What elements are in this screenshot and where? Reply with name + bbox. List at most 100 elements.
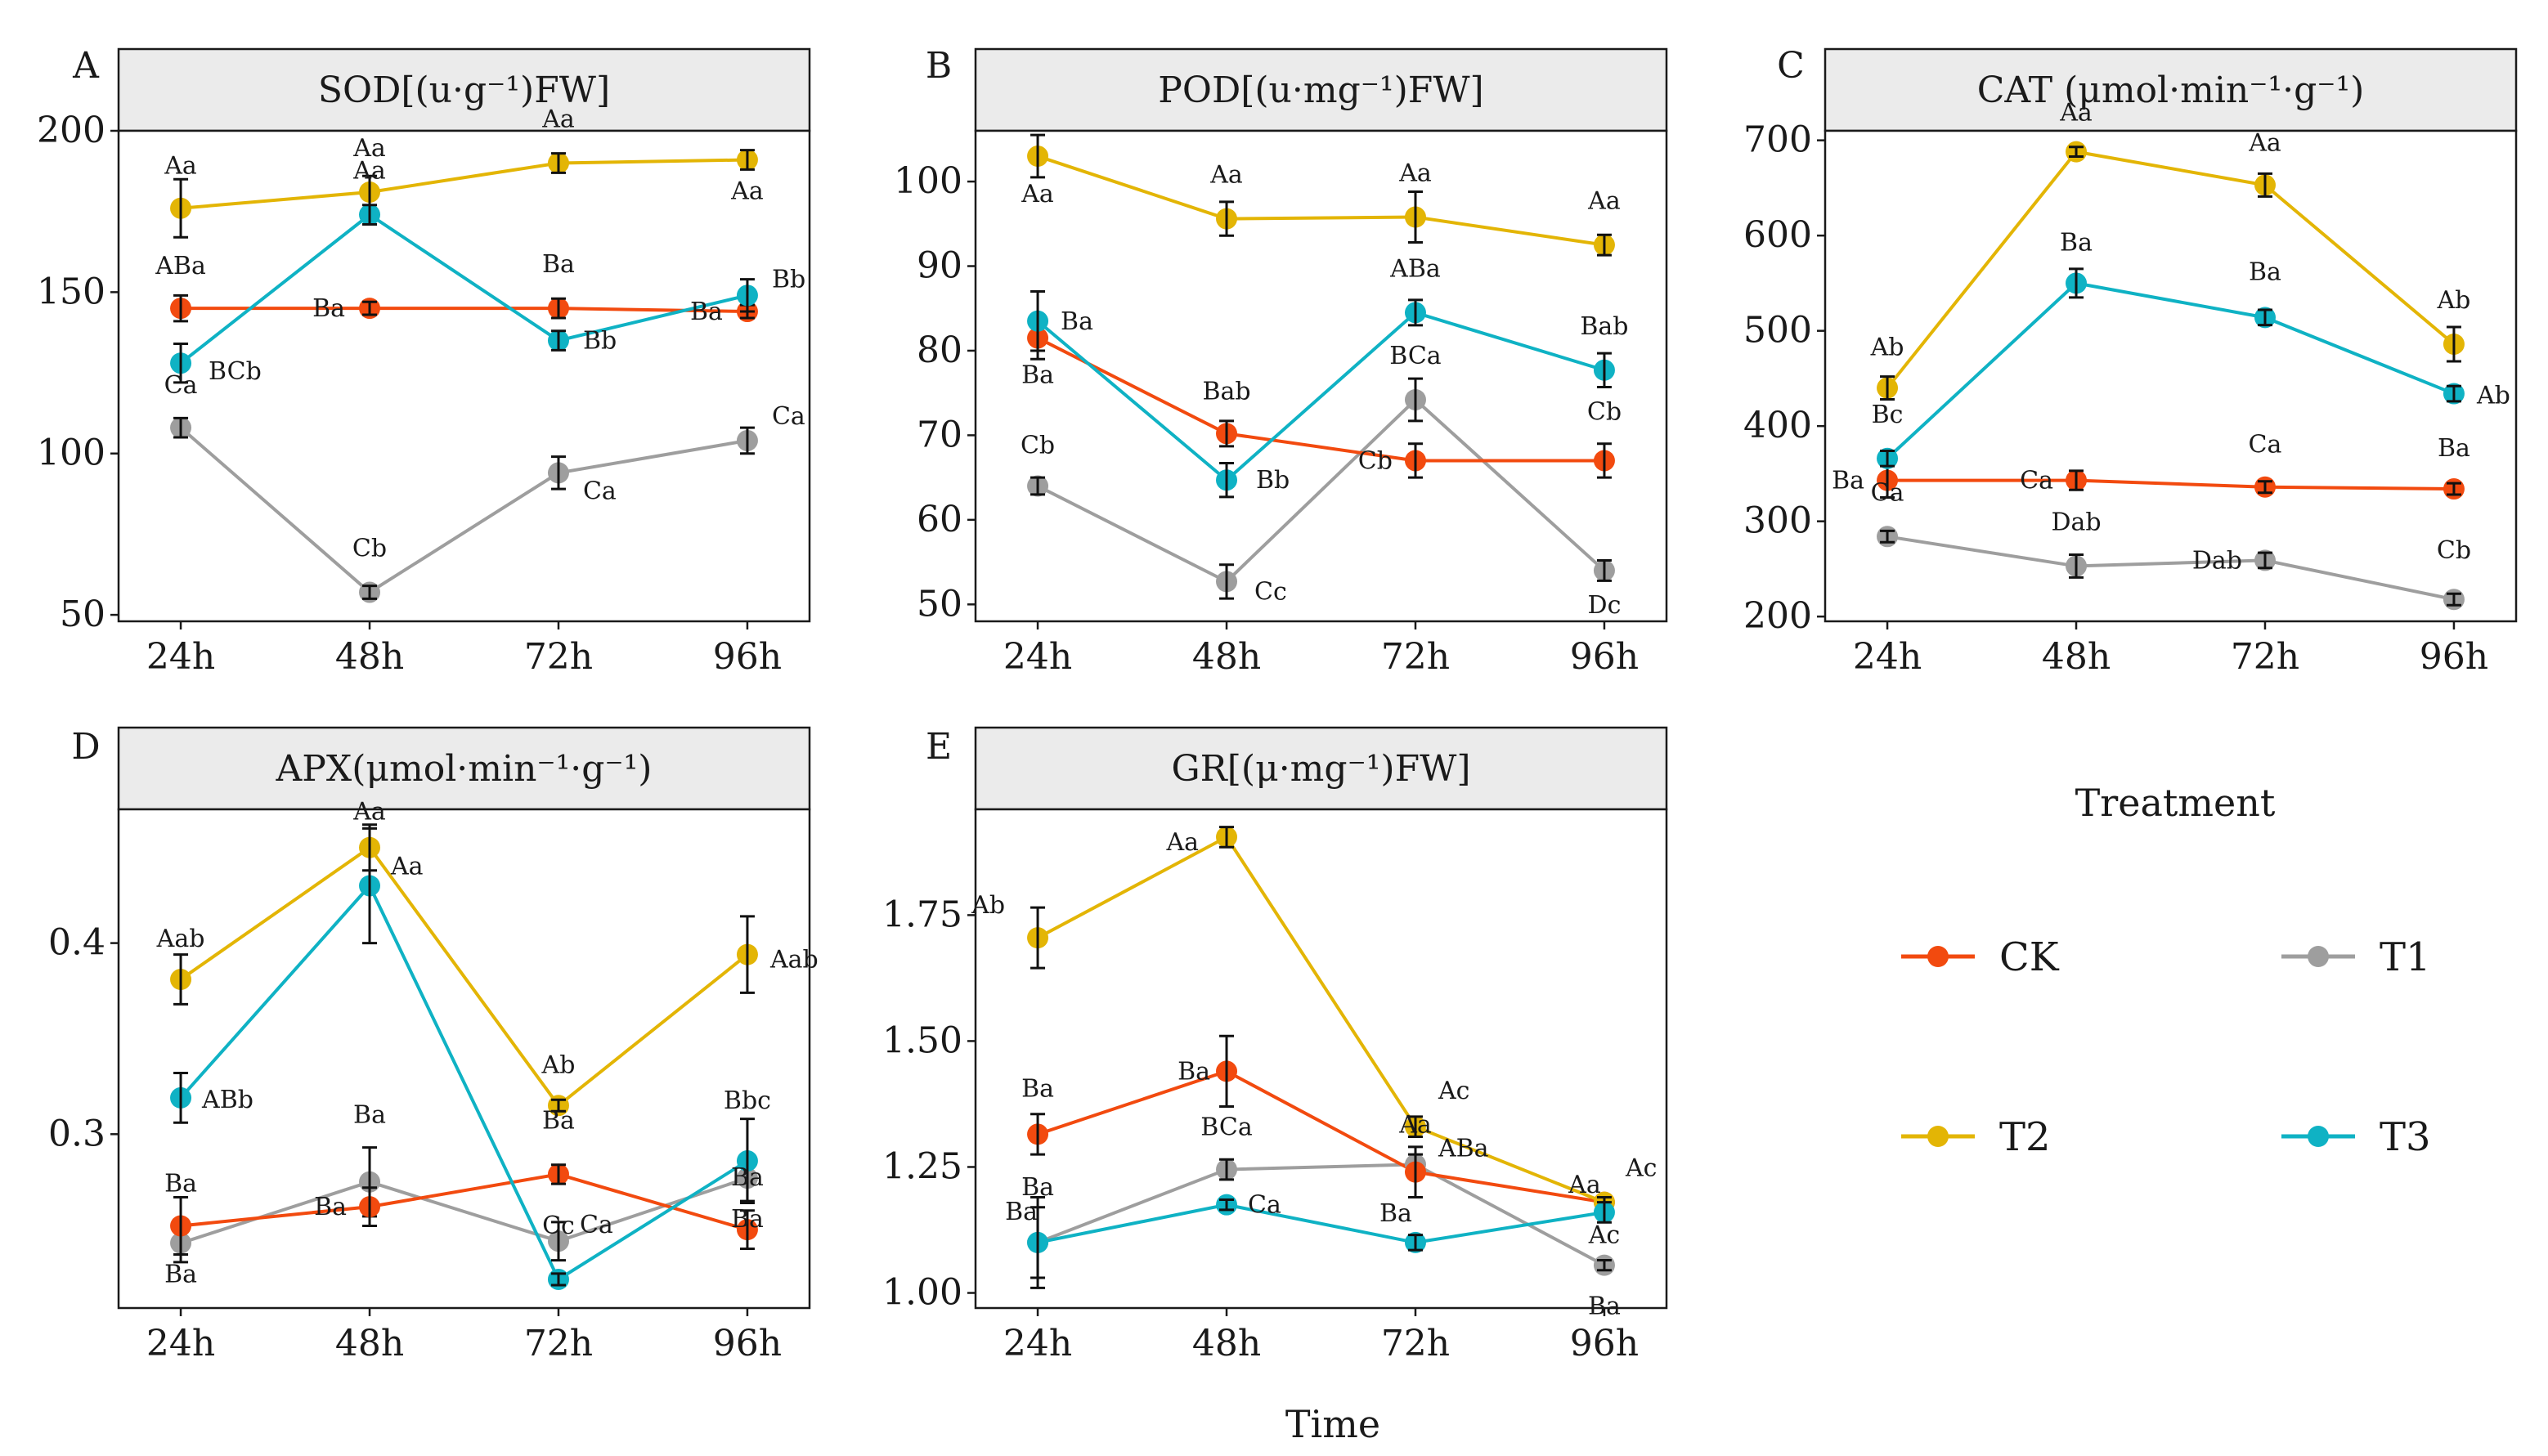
significance-label: Ba bbox=[2438, 434, 2470, 463]
error-bar-t1 bbox=[1596, 559, 1612, 582]
y-tick-label: 600 bbox=[1743, 214, 1812, 256]
plot-area bbox=[1824, 129, 2518, 623]
significance-label: Ca bbox=[1871, 478, 1904, 507]
error-bar-t3 bbox=[173, 1072, 189, 1124]
significance-label: Ba bbox=[690, 298, 723, 326]
significance-label: Ba bbox=[1379, 1199, 1412, 1228]
facet-title: APX(μmol·min⁻¹·g⁻¹) bbox=[276, 748, 653, 790]
error-bar-t2 bbox=[550, 152, 566, 174]
legend-label: CK bbox=[1999, 934, 2060, 980]
significance-label: Ba bbox=[1178, 1057, 1210, 1086]
error-bar-t3 bbox=[1030, 290, 1046, 352]
series-line-t2 bbox=[179, 844, 749, 1109]
significance-label: Aa bbox=[352, 798, 386, 827]
x-tick-label: 48h bbox=[1192, 1323, 1261, 1364]
significance-label: Aa bbox=[390, 852, 424, 880]
error-bar-ck bbox=[2257, 480, 2272, 495]
error-bar-ck bbox=[550, 297, 566, 320]
error-bar-t3 bbox=[362, 204, 378, 226]
error-bar-t3 bbox=[362, 827, 378, 945]
y-tick-label: 700 bbox=[1743, 119, 1812, 161]
significance-label: Cb bbox=[1358, 446, 1393, 475]
significance-label: Ca bbox=[1248, 1191, 1281, 1220]
x-tick-label: 48h bbox=[335, 1323, 404, 1364]
y-tick-label: 500 bbox=[1743, 310, 1812, 352]
error-bar-t1 bbox=[739, 426, 755, 455]
series-line-t2 bbox=[1886, 150, 2456, 389]
error-bar-ck bbox=[362, 300, 378, 316]
significance-label: Aa bbox=[2248, 128, 2281, 157]
x-axis-title: Time bbox=[1285, 1402, 1380, 1446]
significance-label: Cb bbox=[2437, 536, 2471, 565]
error-bar-t1 bbox=[1596, 1258, 1612, 1272]
significance-label: Bab bbox=[1202, 377, 1250, 405]
y-tick-label: 0.3 bbox=[48, 1113, 105, 1154]
series-line-ck bbox=[1887, 478, 2454, 491]
significance-label: Ca bbox=[580, 1211, 613, 1239]
significance-label: Ba bbox=[2249, 258, 2281, 286]
error-bar-t2 bbox=[739, 149, 755, 171]
error-bar-ck bbox=[1219, 1034, 1235, 1109]
y-tick-label: 200 bbox=[37, 110, 105, 151]
significance-label: BCb bbox=[209, 357, 262, 386]
significance-label: Ba bbox=[314, 1193, 347, 1221]
significance-label: Ba bbox=[1021, 361, 1054, 389]
significance-label: Ac bbox=[1438, 1077, 1469, 1105]
error-bar-t3 bbox=[1880, 449, 1895, 468]
significance-label: Ba bbox=[164, 1170, 197, 1198]
significance-label: Ba bbox=[1061, 307, 1093, 336]
error-bar-ck bbox=[1219, 419, 1235, 448]
y-tick-label: 1.25 bbox=[882, 1145, 962, 1187]
y-tick-label: 80 bbox=[917, 329, 962, 371]
significance-label: Ca bbox=[2249, 431, 2282, 459]
series-line-t3 bbox=[1037, 1203, 1605, 1244]
x-tick-label: 48h bbox=[2042, 636, 2111, 678]
significance-label: ABb bbox=[201, 1086, 253, 1114]
significance-label: Aa bbox=[730, 177, 764, 206]
error-bar-ck bbox=[1596, 442, 1612, 479]
significance-label: Ab bbox=[541, 1051, 576, 1079]
series-line-ck bbox=[180, 1172, 748, 1232]
error-bar-t1 bbox=[1407, 377, 1423, 423]
panel-letter: E bbox=[926, 726, 952, 768]
legend-key-point bbox=[2308, 1126, 2329, 1147]
significance-label: Ba bbox=[353, 1101, 386, 1130]
y-tick-label: 300 bbox=[1743, 500, 1812, 542]
error-bar-t3 bbox=[173, 343, 189, 384]
error-bar-ck bbox=[550, 1163, 566, 1185]
y-tick-label: 50 bbox=[60, 594, 105, 635]
error-bar-t2 bbox=[1030, 906, 1046, 970]
significance-label: Bb bbox=[583, 327, 617, 356]
significance-label: Dc bbox=[1588, 591, 1622, 620]
series-line-t1 bbox=[180, 1176, 748, 1245]
error-bar-ck bbox=[2069, 469, 2084, 491]
panel-A: A SOD[(u·g⁻¹)FW] 50 100 150 200 24h 48h 72h 96h AB… bbox=[37, 45, 811, 678]
error-bar-t2 bbox=[1219, 200, 1235, 237]
significance-label: Bb bbox=[772, 265, 805, 293]
significance-label: Aa bbox=[164, 152, 197, 181]
legend-label: T2 bbox=[1999, 1114, 2051, 1160]
series-line-t2 bbox=[1037, 835, 1605, 1204]
significance-label: Cc bbox=[1254, 577, 1287, 606]
error-bar-t3 bbox=[1030, 1206, 1046, 1279]
y-tick-label: 50 bbox=[917, 583, 962, 625]
significance-label: Ba bbox=[731, 1163, 764, 1192]
error-bar-t2 bbox=[739, 915, 755, 994]
significance-label: Bab bbox=[1580, 312, 1628, 341]
series-line-t3 bbox=[179, 213, 748, 365]
error-bar-t3 bbox=[739, 278, 755, 313]
error-bar-t1 bbox=[1030, 476, 1046, 496]
error-bar-t3 bbox=[2069, 267, 2084, 299]
error-bar-ck bbox=[1030, 1113, 1046, 1156]
significance-label: Ac bbox=[1625, 1154, 1657, 1183]
legend: Treatment CK T1 T2 T3 bbox=[1901, 781, 2431, 1160]
significance-label: BCa bbox=[1200, 1113, 1253, 1142]
significance-label: ABa bbox=[1438, 1134, 1489, 1163]
panels-layer: A SOD[(u·g⁻¹)FW] 50 100 150 200 24h 48h 72h 96h AB… bbox=[37, 45, 2518, 1364]
plot-area bbox=[974, 129, 1668, 623]
error-bar-t1 bbox=[173, 416, 189, 439]
series-line-t3 bbox=[1036, 311, 1605, 482]
error-bar-t3 bbox=[2446, 384, 2461, 403]
series-line-ck bbox=[1037, 336, 1604, 463]
series-line-ck bbox=[181, 307, 747, 314]
